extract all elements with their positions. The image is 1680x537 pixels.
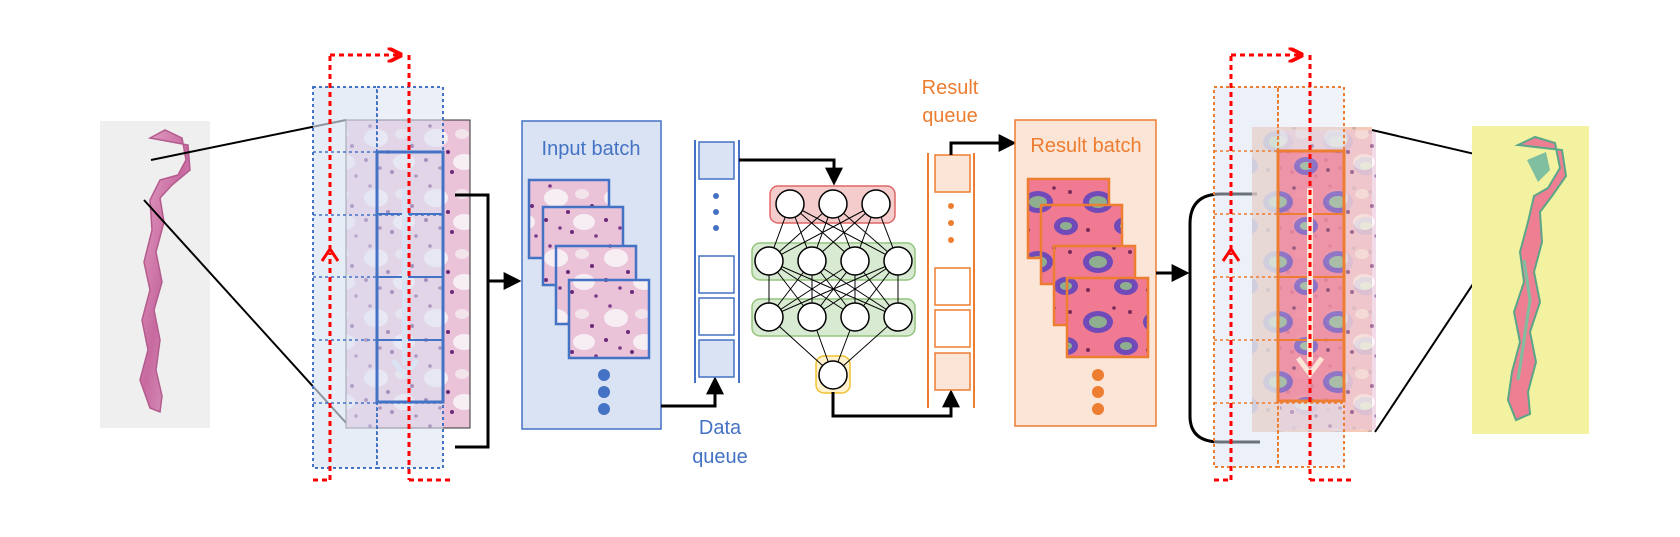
nn-node [754, 302, 784, 332]
nn-edge [768, 260, 856, 318]
data-queue: Data queue [692, 140, 748, 468]
result-queue-label-line1: Result [922, 77, 979, 99]
nn-node [797, 302, 827, 332]
input-scan-region [312, 55, 471, 482]
result-queue-label-line2: queue [922, 105, 978, 127]
arrow-to-data-queue [661, 376, 724, 408]
result-batch: Result batch [1014, 119, 1157, 427]
nn-node [883, 302, 913, 332]
nn-node [840, 302, 870, 332]
output-slide-thumbnail [1472, 126, 1589, 434]
nn-edge [768, 203, 877, 262]
nn-node [754, 246, 784, 276]
nn-node [861, 189, 891, 219]
input-batch-label: Input batch [542, 138, 641, 160]
input-batch: Input batch [521, 120, 662, 430]
arrow-to-result-batch [949, 134, 1017, 155]
nn-node [840, 246, 870, 276]
nn-node [818, 360, 848, 390]
nn-node [883, 246, 913, 276]
data-queue-label-line2: queue [692, 446, 748, 468]
bracket-to-output-map [1188, 192, 1260, 444]
result-queue: Result queue [922, 77, 979, 408]
result-batch-label: Result batch [1030, 135, 1141, 157]
nn-node [818, 189, 848, 219]
bracket-to-input-batch [455, 193, 490, 449]
arrow-to-result-queue [831, 389, 960, 418]
output-scan-region [1213, 55, 1376, 482]
data-queue-label-line1: Data [699, 417, 742, 439]
nn-edge [811, 260, 899, 318]
arrow-to-network [739, 158, 843, 186]
nn-node [775, 189, 805, 219]
input-slide-thumbnail [100, 121, 210, 428]
nn-edge [768, 260, 899, 318]
neural-network [751, 185, 916, 394]
nn-node [797, 246, 827, 276]
